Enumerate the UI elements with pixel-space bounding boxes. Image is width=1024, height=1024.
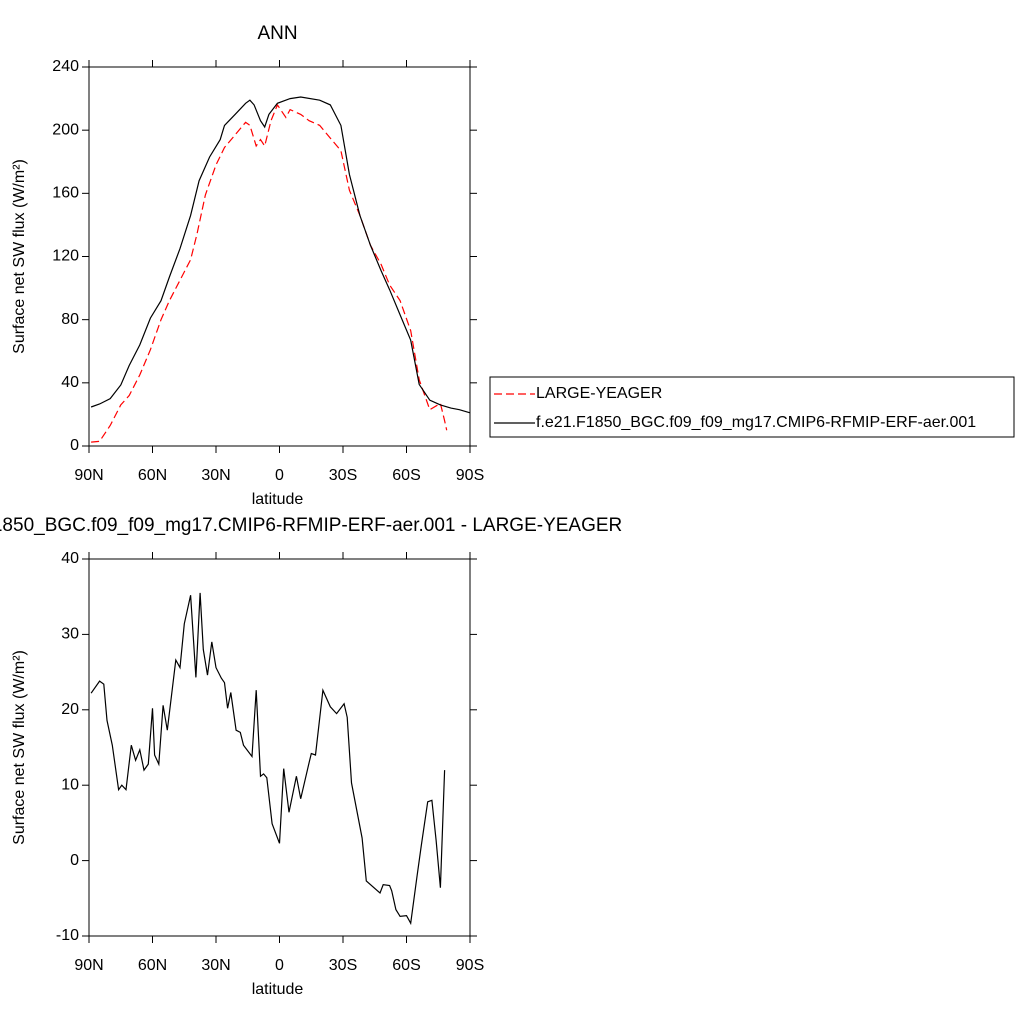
x-tick-label: 30N bbox=[201, 957, 230, 974]
y-tick-label: 40 bbox=[61, 374, 79, 391]
legend-label: f.e21.F1850_BGC.f09_f09_mg17.CMIP6-RFMIP… bbox=[536, 414, 976, 431]
y-tick-label: 20 bbox=[61, 701, 79, 718]
x-tick-label: 60N bbox=[138, 467, 167, 484]
data-line bbox=[90, 592, 446, 926]
x-tick-label: 90N bbox=[74, 467, 103, 484]
y-tick-label: 0 bbox=[70, 437, 79, 454]
plot-frame bbox=[88, 558, 471, 937]
data-line bbox=[90, 96, 471, 414]
x-tick-label: 90N bbox=[74, 957, 103, 974]
data-line bbox=[91, 103, 448, 443]
x-tick-label: 90S bbox=[456, 957, 484, 974]
y-tick-label: 120 bbox=[52, 248, 79, 265]
plot-frame bbox=[88, 66, 471, 447]
y-tick-label: 40 bbox=[61, 550, 79, 567]
y-tick-label: 30 bbox=[61, 626, 79, 643]
x-tick-label: 0 bbox=[275, 467, 284, 484]
y-tick-label: 0 bbox=[70, 852, 79, 869]
x-tick-label: 30S bbox=[329, 957, 357, 974]
x-tick-label: 60N bbox=[138, 957, 167, 974]
y-axis-label: Surface net SW flux (W/m²) bbox=[11, 159, 28, 354]
x-tick-label: 90S bbox=[456, 467, 484, 484]
y-tick-label: 10 bbox=[61, 776, 79, 793]
y-tick-label: 240 bbox=[52, 58, 79, 75]
x-axis-label: latitude bbox=[252, 491, 304, 508]
x-tick-label: 0 bbox=[275, 957, 284, 974]
y-axis-label: Surface net SW flux (W/m²) bbox=[11, 650, 28, 845]
y-tick-label: -10 bbox=[56, 927, 79, 944]
x-tick-label: 60S bbox=[392, 467, 420, 484]
y-tick-label: 200 bbox=[52, 121, 79, 138]
x-tick-label: 30S bbox=[329, 467, 357, 484]
chart-title: ANN bbox=[257, 23, 297, 44]
y-tick-label: 160 bbox=[52, 185, 79, 202]
chart-title: f.e21.F1850_BGC.f09_f09_mg17.CMIP6-RFMIP… bbox=[0, 515, 622, 536]
legend-label: LARGE-YEAGER bbox=[536, 385, 662, 402]
legend-box bbox=[489, 376, 1015, 438]
x-axis-label: latitude bbox=[252, 981, 304, 998]
x-tick-label: 30N bbox=[201, 467, 230, 484]
y-tick-label: 80 bbox=[61, 311, 79, 328]
x-tick-label: 60S bbox=[392, 957, 420, 974]
